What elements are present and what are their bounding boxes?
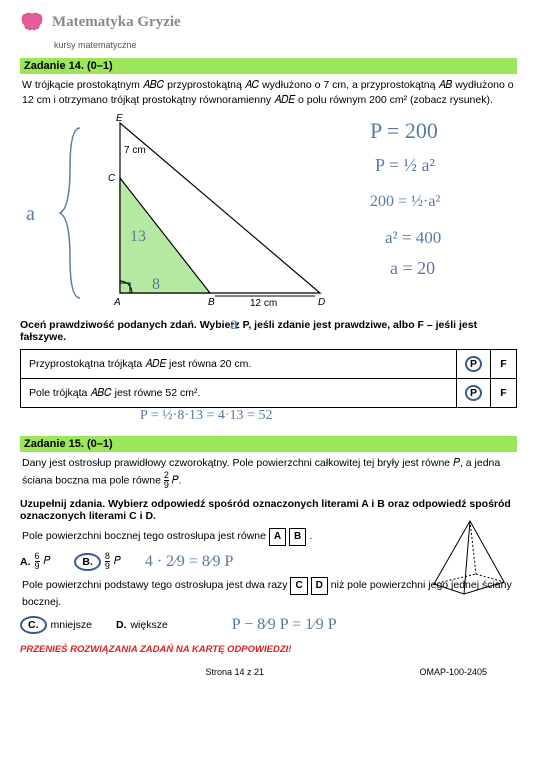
row1-p[interactable]: P [456, 350, 490, 379]
hand-a: a [26, 203, 35, 226]
hand-4x29: 4 · 2⁄9 = 8⁄9 P [145, 553, 234, 571]
task14-table: Przyprostokątna trójkąta 𝐴𝐷𝐸 jest równa … [20, 349, 517, 408]
hand-calc52: P = ½·8·13 = 4·13 = 52 [140, 408, 272, 424]
box-c[interactable]: C [290, 577, 307, 595]
box-a[interactable]: A [269, 528, 286, 546]
exam-code: OMAP-100-2405 [419, 667, 487, 677]
brace-icon [40, 123, 90, 303]
hand-a2: a² = 400 [385, 228, 441, 248]
task15-header: Zadanie 15. (0–1) [20, 436, 517, 452]
svg-text:B: B [208, 297, 215, 308]
red-note: PRZENIEŚ ROZWIĄZANIA ZADAŃ NA KARTĘ ODPO… [20, 644, 517, 655]
triangle-svg: E C A B D 7 cm 12 cm 13 8 [80, 113, 340, 308]
brand-subtitle: kursy matematyczne [54, 40, 517, 50]
task14-row1: Przyprostokątna trójkąta 𝐴𝐷𝐸 jest równa … [21, 350, 457, 379]
svg-text:8: 8 [152, 276, 160, 293]
opt-c[interactable]: C. mniejsze [20, 616, 92, 634]
svg-text:13: 13 [130, 228, 146, 245]
opt-a[interactable]: A. 69 𝑃 [20, 552, 50, 571]
page-number: Strona 14 z 21 [205, 667, 264, 677]
brain-icon [20, 12, 44, 32]
row2-p[interactable]: P [456, 379, 490, 408]
pyramid-svg [422, 516, 517, 601]
task14-instr: Oceń prawdziwość podanych zdań. Wybierz … [20, 319, 517, 343]
svg-text:A: A [113, 297, 121, 308]
task15-body: Dany jest ostrosłup prawidłowy czworokąt… [20, 456, 517, 490]
task15-row-cd: C. mniejsze D. większe P − 8⁄9 P = 1⁄9 P [20, 616, 517, 634]
svg-text:7 cm: 7 cm [124, 145, 146, 156]
hand-a-under: a [230, 313, 238, 334]
hand-phalf: P = ½ a² [375, 155, 435, 176]
task14-row2: Pole trójkąta 𝐴𝐵𝐶 jest równe 52 cm². [21, 379, 457, 408]
svg-text:D: D [318, 297, 325, 308]
row2-f[interactable]: F [491, 379, 517, 408]
svg-text:C: C [108, 173, 116, 184]
hand-200: 200 = ½·a² [370, 193, 440, 211]
task14-diagram: E C A B D 7 cm 12 cm 13 8 a P = 200 P = … [20, 113, 517, 313]
task14-header: Zadanie 14. (0–1) [20, 58, 517, 74]
row1-f[interactable]: F [491, 350, 517, 379]
brand-title: Matematyka Gryzie [52, 14, 181, 31]
hand-a20: a = 20 [390, 258, 435, 279]
opt-b[interactable]: B. 89 𝑃 [74, 552, 120, 571]
task14-body: W trójkącie prostokątnym 𝐴𝐵𝐶 przyprostok… [20, 78, 517, 107]
hand-pminus: P − 8⁄9 P = 1⁄9 P [232, 616, 337, 634]
footer: Strona 14 z 21 OMAP-100-2405 [20, 667, 517, 677]
hand-p200: P = 200 [370, 118, 438, 144]
opt-d[interactable]: D. większe [116, 619, 168, 631]
header: Matematyka Gryzie [20, 12, 517, 32]
box-d[interactable]: D [311, 577, 328, 595]
box-b[interactable]: B [289, 528, 306, 546]
svg-text:12 cm: 12 cm [250, 298, 277, 308]
svg-text:E: E [116, 113, 123, 124]
